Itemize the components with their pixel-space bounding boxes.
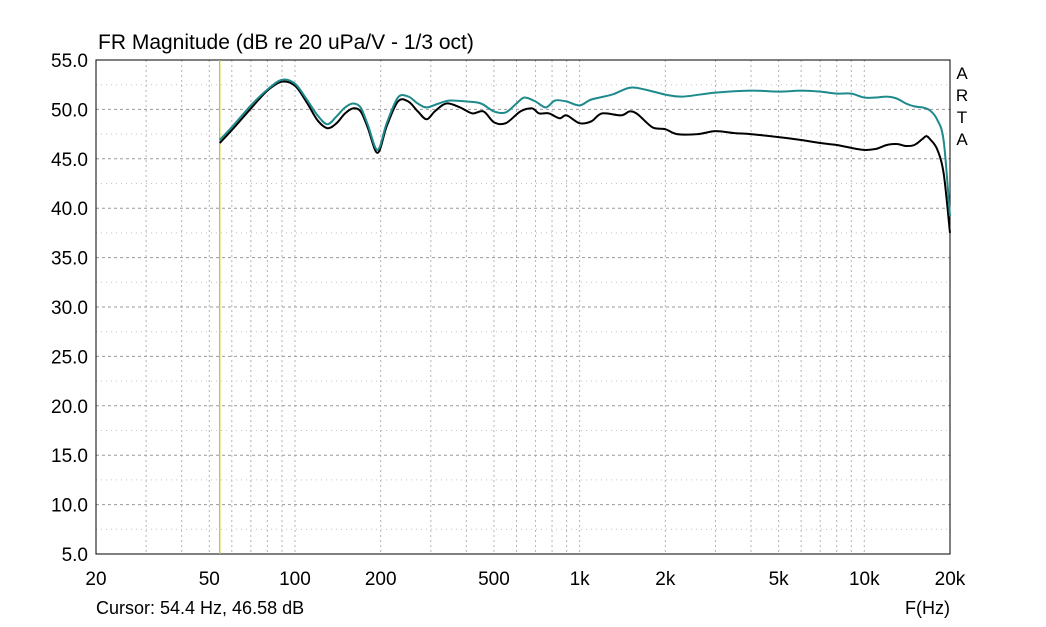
x-tick-label: 1k [570,569,591,590]
y-tick-label: 15.0 [51,446,88,467]
plot-frame [95,59,951,555]
y-tick-label: 50.0 [51,100,88,121]
series-line-2 [218,78,951,217]
x-tick-label: 10k [849,569,880,590]
x-axis-label: F(Hz) [905,598,950,618]
x-tick-label: 200 [365,569,397,590]
y-tick-label: 35.0 [51,249,88,270]
x-axis-tick-labels: 20 50 100 200 500 1k 2k 5k 10k 20k [85,569,965,590]
watermark-letter: A [956,130,968,149]
x-tick-label: 50 [199,569,220,590]
cursor-readout: Cursor: 54.4 Hz, 46.58 dB [96,598,304,618]
x-tick-label: 20 [85,569,106,590]
y-axis-tick-labels: 55.0 50.0 45.0 40.0 35.0 30.0 25.0 20.0 15.0 10.0… [51,51,88,566]
y-tick-label: 25.0 [51,347,88,368]
x-tick-label: 500 [478,569,510,590]
chart-title: FR Magnitude (dB re 20 uPa/V - 1/3 oct) [98,31,474,54]
y-tick-label: 40.0 [51,199,88,220]
series-layer [218,78,951,234]
x-tick-label: 100 [279,569,311,590]
series-line-1 [218,80,951,234]
y-tick-label: 30.0 [51,298,88,319]
y-tick-label: 55.0 [51,51,88,72]
y-tick-label: 45.0 [51,150,88,171]
y-tick-label: 10.0 [51,496,88,517]
watermark-letter: A [956,64,968,83]
x-tick-label: 2k [655,569,676,590]
y-tick-label: 5.0 [62,545,88,566]
watermark-letter: R [956,86,968,105]
x-tick-label: 5k [769,569,790,590]
x-tick-label: 20k [935,569,966,590]
y-tick-label: 20.0 [51,397,88,418]
watermark-letter: T [957,108,967,127]
